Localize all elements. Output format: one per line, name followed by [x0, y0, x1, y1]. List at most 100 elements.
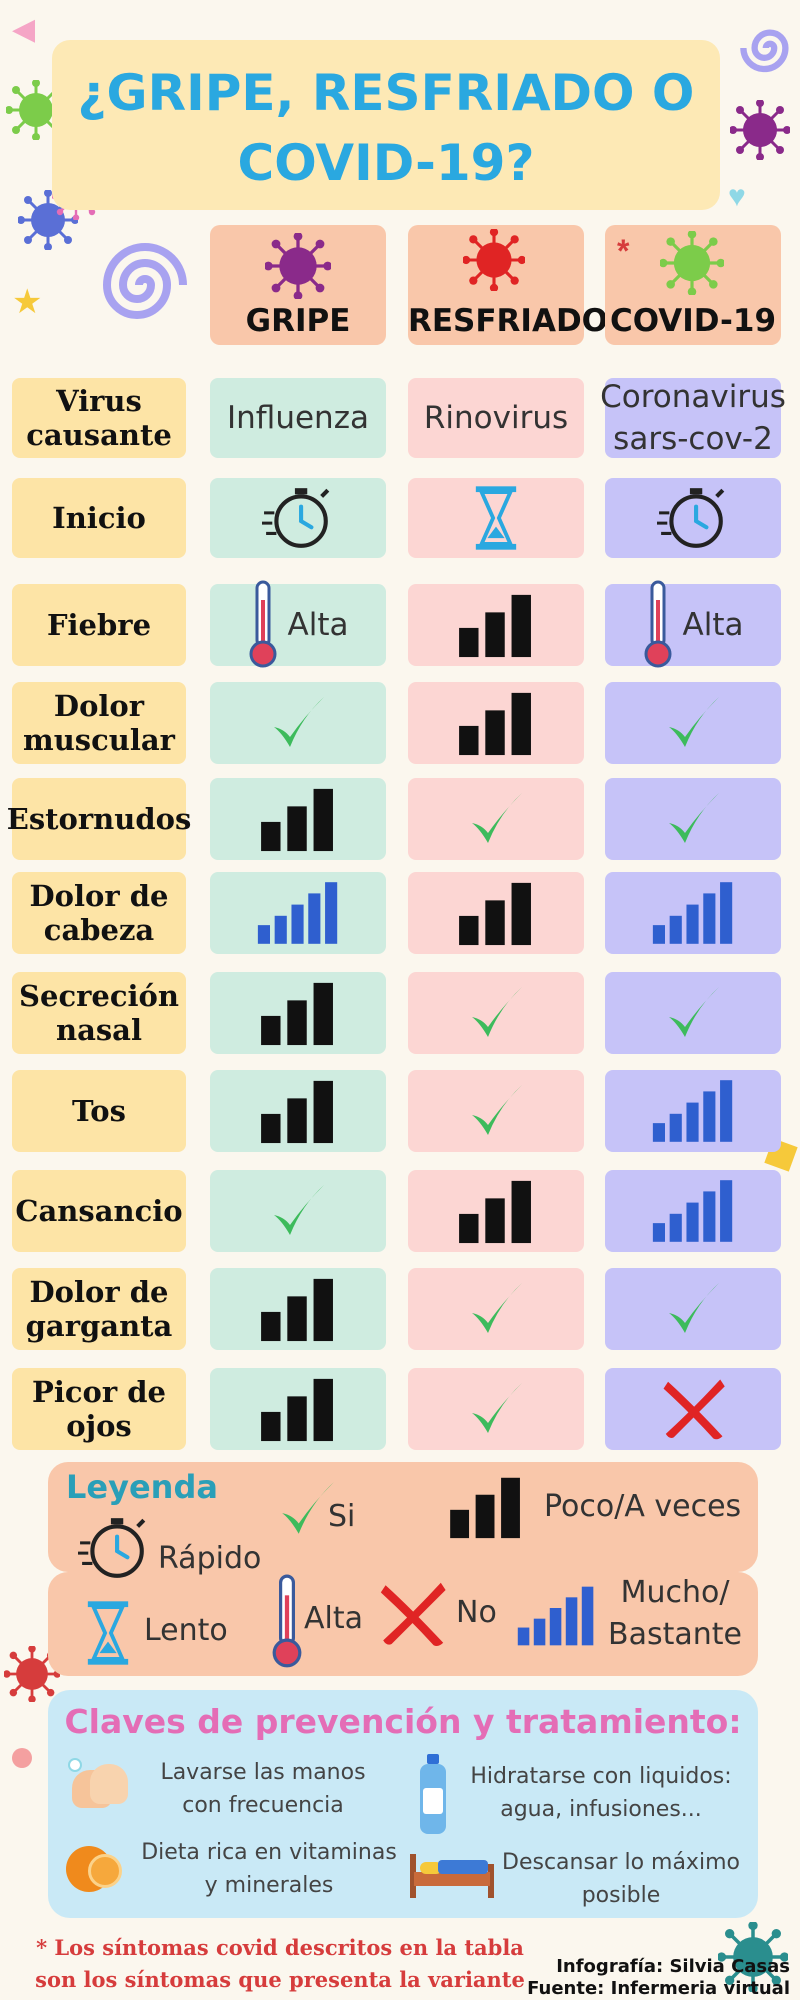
cell-resfriado: [408, 478, 584, 558]
prevention-line2: posible: [581, 1883, 661, 1908]
cell-gripe: Influenza: [210, 378, 386, 458]
bars-poco-icon: [456, 879, 536, 947]
cross-icon: [659, 1375, 727, 1443]
check-icon: [466, 1272, 526, 1346]
legend-alta: Alta: [304, 1601, 364, 1636]
column-label: GRIPE: [245, 303, 351, 339]
check-icon: [466, 1372, 526, 1446]
check-icon: [466, 976, 526, 1050]
legend-no: No: [456, 1595, 497, 1630]
prevention-item: Lavarse las manos con frecuencia: [138, 1756, 388, 1822]
prevention-line1: Descansar lo máximo: [502, 1850, 740, 1875]
legend-box-top: [48, 1462, 758, 1572]
legend-si: Si: [328, 1499, 356, 1534]
column-label: RESFRIADO: [408, 303, 609, 339]
bed-icon: [410, 1846, 494, 1898]
thermometer-icon: [248, 580, 278, 670]
legend-mucho-line1: Mucho/: [620, 1575, 730, 1610]
cell-gripe: [210, 778, 386, 860]
column-header-covid: * COVID-19: [605, 225, 781, 345]
thermometer-icon: [643, 580, 673, 670]
row-label: Tos: [12, 1070, 186, 1152]
bars-poco-icon: [456, 591, 536, 659]
credits: Infografía: Silvia Casas Fuente: Inferme…: [500, 1956, 790, 2000]
prevention-line1: Lavarse las manos: [160, 1760, 366, 1785]
cell-covid: [605, 1170, 781, 1252]
bars-mucho-icon: [256, 880, 340, 946]
cell-covid: [605, 1268, 781, 1350]
cell-gripe: [210, 872, 386, 954]
cell-covid: [605, 682, 781, 764]
decor-triangle-icon: ◀: [12, 13, 36, 46]
hourglass-icon: [472, 483, 520, 553]
cell-gripe: [210, 478, 386, 558]
legend-title: Leyenda: [66, 1468, 218, 1506]
prevention-line1: Dieta rica en vitaminas: [141, 1840, 397, 1865]
cell-text: Influenza: [227, 400, 369, 436]
check-icon: [663, 976, 723, 1050]
cell-covid: [605, 972, 781, 1054]
decor-spiral-icon: [740, 29, 789, 73]
check-icon: [663, 1272, 723, 1346]
cross-icon: [376, 1578, 448, 1650]
bars-poco-icon: [258, 1077, 338, 1145]
stopwatch-icon: [78, 1512, 150, 1584]
row-label: Picor de ojos: [12, 1368, 186, 1450]
cell-gripe: Alta: [210, 584, 386, 666]
cell-text: Coronavirus sars-cov-2: [600, 379, 786, 457]
hands-washing-icon: [66, 1756, 132, 1812]
title-box: [52, 40, 720, 210]
bars-poco-icon: [258, 785, 338, 853]
legend-rapido: Rápido: [158, 1541, 262, 1576]
water-bottle-icon: [418, 1754, 448, 1834]
credits-line1: Infografía: Silvia Casas: [556, 1956, 790, 1977]
cell-covid: [605, 778, 781, 860]
stopwatch-icon: [657, 482, 729, 554]
legend-mucho: Mucho/ Bastante: [600, 1572, 750, 1656]
cell-covid: [605, 1368, 781, 1450]
row-label: Secreción nasal: [12, 972, 186, 1054]
cell-gripe: [210, 1368, 386, 1450]
bars-mucho-icon: [651, 1078, 735, 1144]
decor-spiral-icon: [102, 243, 187, 319]
hourglass-icon: [84, 1598, 132, 1668]
cell-resfriado: [408, 778, 584, 860]
virus-green-mask-icon: [660, 231, 724, 295]
prevention-item: Descansar lo máximo posible: [496, 1846, 746, 1912]
bars-poco-icon: [456, 689, 536, 757]
stopwatch-icon: [262, 482, 334, 554]
cell-covid: [605, 872, 781, 954]
cell-resfriado: [408, 972, 584, 1054]
cell-resfriado: Rinovirus: [408, 378, 584, 458]
prevention-item: Dieta rica en vitaminas y minerales: [124, 1836, 414, 1902]
cell-resfriado: [408, 584, 584, 666]
check-icon: [268, 1174, 328, 1248]
asterisk: *: [617, 233, 630, 269]
decor-virus-purple-icon: [730, 100, 790, 160]
footnote: * Los síntomas covid descritos en la tab…: [20, 1932, 540, 2000]
decor-heart-icon: ♥: [728, 180, 746, 213]
prevention-line2: y minerales: [204, 1873, 334, 1898]
legend-poco: Poco/A veces: [544, 1489, 742, 1524]
cell-gripe: [210, 1070, 386, 1152]
page-title: ¿GRIPE, RESFRIADO O COVID-19?: [77, 64, 695, 192]
cell-gripe: [210, 682, 386, 764]
column-label: COVID-19: [609, 303, 777, 339]
cell-text: Rinovirus: [423, 400, 569, 436]
cell-gripe: [210, 1170, 386, 1252]
cell-resfriado: [408, 682, 584, 764]
thermometer-icon: [270, 1574, 304, 1670]
virus-purple-icon: [265, 233, 331, 299]
prevention-box: [48, 1690, 758, 1918]
footnote-line2: son los síntomas que presenta la variant…: [35, 1967, 525, 2000]
row-label: Dolor muscular: [12, 682, 186, 764]
bars-mucho-icon: [516, 1582, 596, 1650]
cell-resfriado: [408, 1070, 584, 1152]
bars-poco-icon: [258, 1275, 338, 1343]
cell-resfriado: [408, 1170, 584, 1252]
cell-covid: [605, 1070, 781, 1152]
cell-covid: Alta: [605, 584, 781, 666]
virus-red-icon: [463, 229, 525, 291]
prevention-title: Claves de prevención y tratamiento:: [64, 1702, 742, 1741]
cell-gripe: [210, 972, 386, 1054]
